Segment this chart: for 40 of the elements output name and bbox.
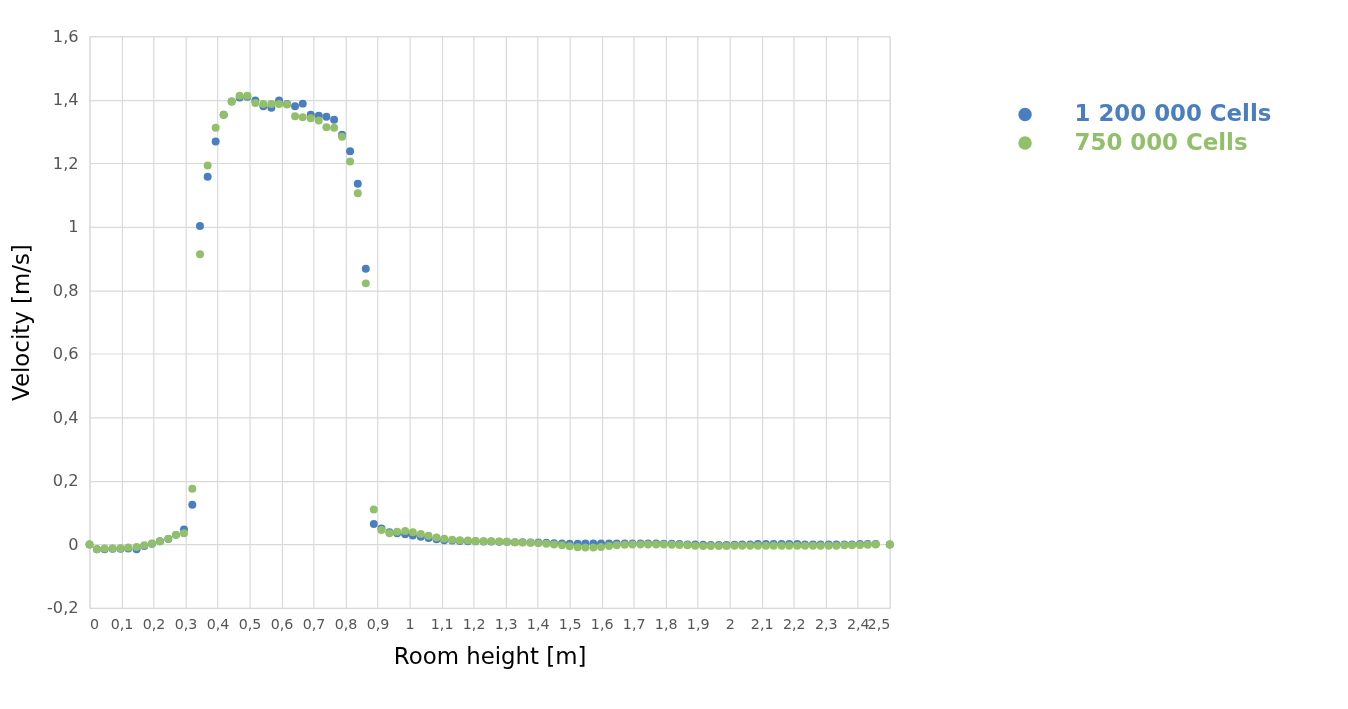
y-tick-label: 1,6: [52, 26, 79, 46]
y-tick-label: 0,2: [52, 471, 79, 491]
x-tick-label: 1: [405, 616, 415, 633]
y-tick-label: -0,2: [47, 598, 79, 618]
legend-label: 1 200 000 Cells: [1074, 100, 1272, 127]
x-tick-label: 0,1: [110, 616, 134, 633]
x-tick-label: 1,1: [430, 616, 454, 633]
x-tick-label: 2,1: [750, 616, 774, 633]
x-tick-label: 1,5: [558, 616, 582, 633]
y-tick-label: 1,4: [52, 90, 79, 110]
y-axis-title: Velocity [m/s]: [7, 244, 34, 401]
x-tick-label: 0,9: [366, 616, 390, 633]
y-tick-label: 0: [68, 534, 79, 554]
x-tick-label: 2: [725, 616, 735, 633]
x-tick-label: 0,2: [142, 616, 166, 633]
x-axis-title: Room height [m]: [393, 642, 587, 669]
y-tick-label: 0,6: [52, 344, 79, 364]
x-tick-label: 0: [90, 616, 100, 633]
x-tick-label: 1,8: [654, 616, 678, 633]
x-tick-label: 2,3: [814, 616, 838, 633]
x-tick-label: 1,6: [590, 616, 614, 633]
x-tick-label: 1,7: [622, 616, 646, 633]
y-tick-label: 1: [68, 217, 79, 237]
x-tick-label: 0,8: [334, 616, 358, 633]
y-tick-label: 0,4: [52, 407, 79, 427]
x-tick-label: 1,4: [526, 616, 550, 633]
x-tick-label: 0,5: [238, 616, 262, 633]
y-tick-label: 0,8: [52, 280, 79, 300]
x-tick-label: 0,7: [302, 616, 326, 633]
legend-label: 750 000 Cells: [1074, 128, 1248, 155]
x-tick-label: 0,3: [174, 616, 198, 633]
x-tick-label: 1,2: [462, 616, 486, 633]
x-tick-label: 1,3: [494, 616, 518, 633]
x-tick-label: 2,4: [846, 616, 870, 633]
x-tick-label: 2,5: [867, 616, 891, 633]
x-tick-label: 1,9: [686, 616, 710, 633]
x-tick-label: 0,4: [206, 616, 230, 633]
y-tick-label: 1,2: [52, 153, 79, 173]
x-tick-label: 0,6: [270, 616, 294, 633]
x-tick-label: 2,2: [782, 616, 806, 633]
